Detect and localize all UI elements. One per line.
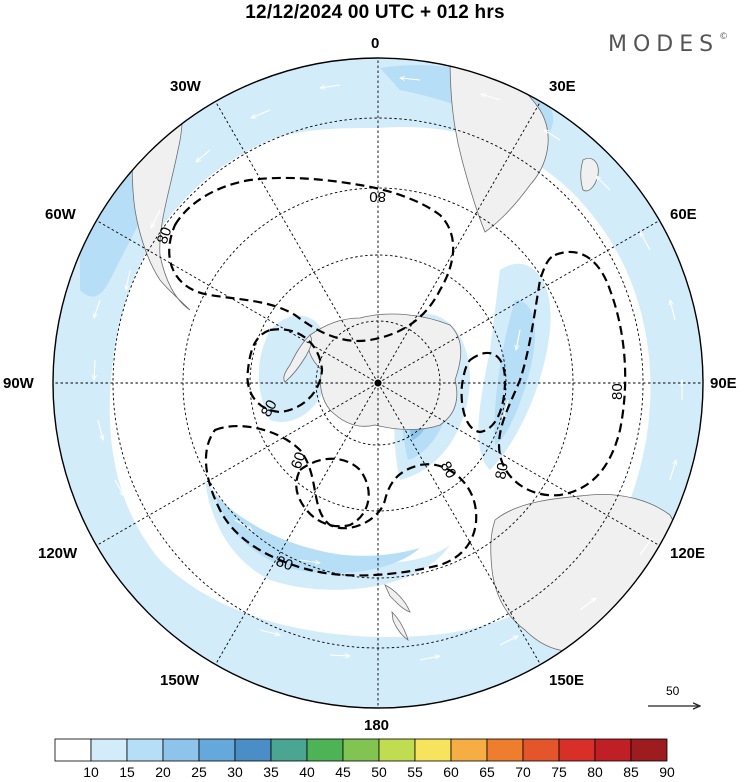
contour-label: 80 [609,383,626,400]
longitude-label-180: 180 [364,717,390,734]
colorbar-tick-label: 20 [155,764,171,780]
longitude-label-150e: 150E [549,672,585,689]
colorbar-swatch [630,738,668,762]
south-pole-marker [374,379,382,387]
colorbar-swatch [522,738,560,762]
colorbar-tick-label: 90 [659,764,675,780]
longitude-label-30w: 30W [170,78,201,95]
contour-80-north [168,176,455,343]
colorbar-swatch [414,738,452,762]
new-zealand-south [391,610,409,641]
colorbar-swatch [558,738,596,762]
brand-logo: MODES© [608,32,728,57]
colorbar-swatch [306,738,344,762]
map-boundary [52,57,704,709]
contour-label: 80 [154,225,176,246]
colorbar-tick-label: 50 [371,764,387,780]
map-disk: 80 80 80 80 80 80 60 80 [53,58,703,708]
colorbar-swatch [594,738,632,762]
longitude-label-90w: 90W [3,375,34,392]
map-title: 12/12/2024 00 UTC + 012 hrs [245,2,505,23]
contour-80-inner [295,457,370,528]
longitude-label-150w: 150W [160,672,200,689]
longitude-label-60e: 60E [670,206,697,223]
colorbar-tick-label: 55 [407,764,423,780]
colorbar-swatch [90,738,128,762]
contour-80-far-east [497,250,627,497]
contour-label: 80 [492,461,512,480]
brand-name: MODES [608,32,720,57]
colorbar-swatch [234,738,272,762]
colorbar-swatch [378,738,416,762]
colorbar-tick-label: 60 [443,764,459,780]
longitude-label-90e: 90E [710,375,737,392]
colorbar-swatch [486,738,524,762]
contour-label: 80 [274,553,295,575]
longitude-label-0: 0 [371,35,380,52]
graticule [53,58,703,708]
longitude-label-30e: 30E [549,78,576,95]
contour-80-east [460,351,507,434]
colorbar-swatch [54,738,92,762]
contour-80-south [204,425,478,577]
contour-lines [168,176,627,577]
colorbar-swatch [126,738,164,762]
contour-label: 60 [288,450,310,471]
colorbar-tick-label: 40 [299,764,315,780]
madagascar [580,158,599,192]
colorbar-tick-label: 15 [119,764,135,780]
colorbar-tick-label: 25 [191,764,207,780]
wind-vectors [94,78,682,661]
colorbar-tick-label: 75 [551,764,567,780]
colorbar-swatch [198,738,236,762]
colorbar: 10 15 20 25 30 35 40 45 50 55 60 65 70 75 80 85 90 [54,738,675,780]
longitude-label-60w: 60W [45,206,76,223]
colorbar-swatch [450,738,488,762]
colorbar-tick-label: 65 [479,764,495,780]
colorbar-tick-label: 85 [623,764,639,780]
colorbar-swatch [162,738,200,762]
contour-label: 80 [258,397,281,420]
colorbar-swatch [270,738,308,762]
colorbar-tick-label: 10 [83,764,99,780]
colorbar-tick-label: 35 [263,764,279,780]
copyright-mark: © [719,31,729,42]
longitude-label-120w: 120W [38,545,78,562]
contour-label: 80 [369,188,386,205]
colorbar-tick-label: 30 [227,764,243,780]
contour-label-group: 80 80 80 80 80 80 60 80 [154,188,626,574]
longitude-label-120e: 120E [670,545,706,562]
colorbar-tick-label: 70 [515,764,531,780]
colorbar-tick-label: 80 [587,764,603,780]
antarctic-peninsula [283,334,313,383]
contour-label: 80 [437,459,460,482]
vector-scale-label: 50 [666,684,680,698]
colorbar-swatch [342,738,380,762]
new-zealand [384,584,411,613]
contour-80-west [246,328,324,414]
colorbar-tick-label: 45 [335,764,351,780]
